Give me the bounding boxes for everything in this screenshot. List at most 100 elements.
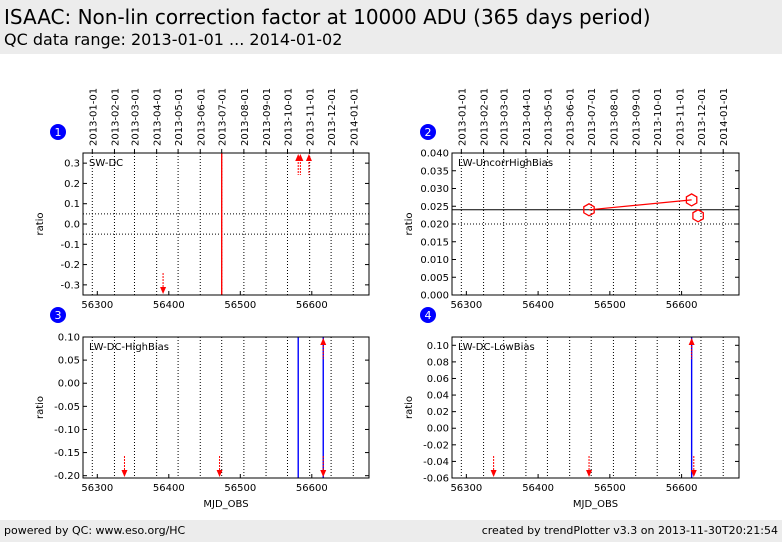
panel-badge-number: 4	[425, 309, 432, 322]
data-point	[692, 209, 704, 223]
y-tick-label: -0.04	[423, 457, 449, 468]
plots-canvas: 2013-01-01 2013-02-01 2013-03-01 2013-04-01…	[35, 88, 740, 510]
page-title: ISAAC: Non-lin correction factor at 1000…	[4, 5, 651, 29]
offscale-marker-up	[305, 154, 312, 161]
date-tick-label: 2013-12-01	[697, 88, 708, 146]
x-tick-label: 56600	[296, 483, 328, 494]
plot-frame	[82, 336, 370, 479]
data-point	[583, 203, 595, 217]
footer-credit: powered by QC: www.eso.org/HC	[4, 524, 186, 537]
page-subtitle: QC data range: 2013-01-01 ... 2014-01-02	[4, 30, 343, 49]
date-tick-label: 2013-07-01	[587, 88, 598, 146]
panel-badge-number: 2	[425, 126, 432, 139]
y-tick-label: 0.1	[64, 199, 80, 210]
offscale-marker-down	[320, 470, 327, 477]
x-tick-label: 56400	[522, 300, 554, 311]
date-tick-label: 2013-10-01	[653, 88, 664, 146]
header-bar: ISAAC: Non-lin correction factor at 1000…	[0, 0, 782, 54]
y-tick-label: 0.06	[427, 374, 449, 385]
offscale-marker-down	[690, 470, 697, 477]
date-tick-label: 2013-01-01	[88, 88, 99, 146]
plot-frame	[451, 336, 740, 479]
y-tick-label: 0.02	[427, 407, 449, 418]
date-tick-label: 2013-09-01	[632, 88, 643, 146]
y-axis-label: ratio	[35, 212, 46, 235]
date-tick-label: 2013-12-01	[327, 88, 338, 146]
y-tick-label: 0.040	[420, 149, 449, 160]
x-tick-label: 56500	[594, 483, 626, 494]
date-tick-label: 2013-09-01	[262, 88, 273, 146]
offscale-marker-down	[121, 470, 128, 477]
date-tick-label: 2013-08-01	[240, 88, 251, 146]
x-tick-label: 56300	[81, 483, 113, 494]
y-tick-label: -0.20	[54, 471, 80, 482]
date-tick-label: 2013-02-01	[110, 88, 121, 146]
date-tick-label: 2013-08-01	[609, 88, 620, 146]
x-tick-label: 56300	[450, 300, 482, 311]
panel-label: LW-UncorrHighBias	[458, 158, 553, 169]
x-tick-label: 56500	[224, 300, 256, 311]
panel-label: SW-DC	[89, 158, 123, 169]
y-tick-label: -0.05	[54, 402, 80, 413]
y-tick-label: 0.08	[427, 357, 449, 368]
x-axis-label: MJD_OBS	[573, 499, 618, 510]
y-tick-label: 0.010	[420, 255, 449, 266]
date-tick-label: 2014-01-01	[349, 88, 360, 146]
date-tick-label: 2013-04-01	[153, 88, 164, 146]
y-tick-label: 0.005	[420, 273, 449, 284]
x-tick-label: 56500	[594, 300, 626, 311]
series-line	[588, 199, 692, 211]
data-point	[685, 193, 698, 207]
x-axis-label: MJD_OBS	[203, 499, 248, 510]
offscale-marker-down	[160, 287, 167, 294]
date-tick-label: 2014-01-01	[719, 88, 730, 146]
y-tick-label: 0.030	[420, 184, 449, 195]
panel-badge	[50, 124, 66, 140]
date-tick-label: 2013-05-01	[543, 88, 554, 146]
x-tick-label: 56600	[296, 300, 328, 311]
x-tick-label: 56500	[224, 483, 256, 494]
date-tick-label: 2013-01-01	[457, 88, 468, 146]
panel-badge-number: 1	[55, 126, 62, 139]
y-tick-label: 0.2	[64, 179, 80, 190]
y-tick-label: 0.3	[64, 159, 80, 170]
panel-label: LW-DC-HighBias	[89, 342, 169, 353]
plot-frame	[82, 152, 370, 296]
date-tick-label: 2013-10-01	[283, 88, 294, 146]
y-tick-label: -0.1	[60, 240, 80, 251]
panel-badge	[420, 307, 436, 323]
y-axis-label: ratio	[404, 396, 415, 419]
footer-generator: created by trendPlotter v3.3 on 2013-11-…	[481, 524, 778, 537]
date-tick-label: 2013-11-01	[306, 88, 317, 146]
date-tick-label: 2013-03-01	[500, 88, 511, 146]
offscale-marker-up	[297, 154, 304, 161]
date-tick-label: 2013-04-01	[522, 88, 533, 146]
y-tick-label: 0.05	[58, 356, 80, 367]
y-tick-label: -0.15	[54, 448, 80, 459]
offscale-marker-up	[688, 338, 695, 345]
date-tick-label: 2013-07-01	[218, 88, 229, 146]
y-tick-label: 0.10	[58, 333, 80, 344]
offscale-marker-down	[490, 470, 497, 477]
x-tick-label: 56400	[522, 483, 554, 494]
y-tick-label: 0.10	[427, 341, 449, 352]
y-tick-label: -0.3	[60, 280, 80, 291]
date-tick-label: 2013-11-01	[675, 88, 686, 146]
date-tick-label: 2013-06-01	[566, 88, 577, 146]
date-tick-label: 2013-03-01	[130, 88, 141, 146]
x-tick-label: 56600	[666, 300, 698, 311]
y-tick-label: -0.2	[60, 260, 80, 271]
y-tick-label: -0.02	[423, 440, 449, 451]
date-tick-label: 2013-06-01	[196, 88, 207, 146]
x-tick-label: 56300	[81, 300, 113, 311]
date-tick-label: 2013-05-01	[174, 88, 185, 146]
y-tick-label: 0.00	[58, 379, 80, 390]
x-tick-label: 56400	[153, 483, 185, 494]
panel-badge	[420, 124, 436, 140]
y-axis-label: ratio	[404, 212, 415, 235]
x-tick-label: 56400	[153, 300, 185, 311]
y-tick-label: 0.025	[420, 202, 449, 213]
offscale-marker-down	[216, 470, 223, 477]
y-tick-label: 0.000	[420, 291, 449, 302]
y-tick-label: 0.015	[420, 237, 449, 248]
